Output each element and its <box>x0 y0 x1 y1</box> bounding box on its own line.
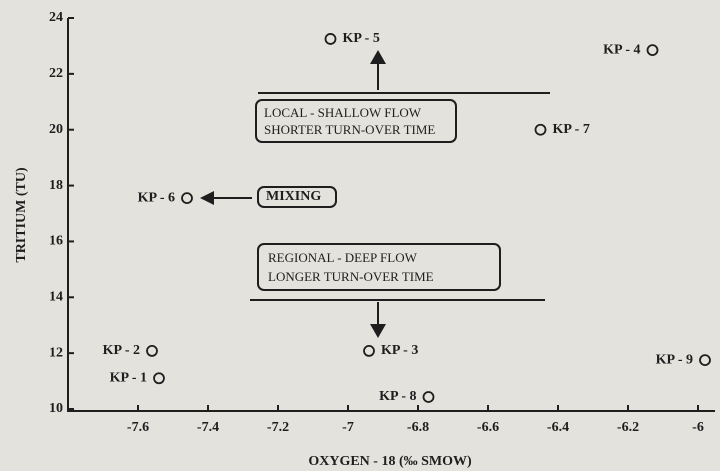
regional-box <box>257 243 501 291</box>
point <box>181 192 193 205</box>
local-box <box>255 99 457 143</box>
x-tick-label: -6.4 <box>547 420 569 435</box>
axes <box>67 18 715 412</box>
x-tick-label: -6.2 <box>617 420 639 435</box>
point-label: KP - 5 <box>343 31 380 46</box>
x-tick-label: -6.6 <box>477 420 499 435</box>
point-label: KP - 3 <box>381 343 418 358</box>
point <box>153 372 165 385</box>
point-label: KP - 6 <box>138 190 175 205</box>
x-tick-label: -7.6 <box>127 420 149 435</box>
y-tick-label: 14 <box>49 290 63 305</box>
x-axis-label: OXYGEN - 18 (‰ SMOW) <box>308 454 472 469</box>
point-label: KP - 2 <box>103 343 140 358</box>
annotation: SHORTER TURN-OVER TIME <box>264 122 435 137</box>
annotation: REGIONAL - DEEP FLOW <box>268 250 418 265</box>
y-tick-label: 22 <box>49 66 63 81</box>
y-axis-label: TRITIUM (TU) <box>14 167 29 263</box>
y-tick-label: 18 <box>49 178 63 193</box>
x-tick-label: -7 <box>342 420 354 435</box>
annotation: LONGER TURN-OVER TIME <box>268 269 434 284</box>
point-label: KP - 4 <box>603 42 640 57</box>
point <box>363 345 375 357</box>
y-tick-label: 16 <box>49 234 63 249</box>
y-tick-label: 12 <box>49 345 63 360</box>
point <box>324 33 337 45</box>
arrowhead <box>370 50 386 64</box>
x-tick-label: -7.4 <box>197 420 219 435</box>
arrowhead <box>200 191 214 205</box>
point-label: KP - 7 <box>553 122 590 137</box>
x-tick-label: -6.8 <box>407 420 429 435</box>
arrowhead <box>370 324 386 338</box>
point <box>422 391 435 403</box>
point <box>146 345 158 357</box>
annotation: MIXING <box>266 189 321 204</box>
point-label: KP - 1 <box>110 370 147 385</box>
point <box>646 44 659 57</box>
y-tick-label: 20 <box>49 122 63 137</box>
annotation: LOCAL - SHALLOW FLOW <box>264 105 422 120</box>
point-label: KP - 8 <box>379 389 416 404</box>
x-tick-label: -6 <box>692 420 704 435</box>
y-tick-label: 24 <box>49 10 63 25</box>
y-tick-label: 10 <box>49 401 63 416</box>
point <box>699 354 711 367</box>
mixing-box <box>257 186 337 208</box>
point <box>534 123 547 136</box>
point-label: KP - 9 <box>656 352 693 367</box>
x-tick-label: -7.2 <box>267 420 289 435</box>
